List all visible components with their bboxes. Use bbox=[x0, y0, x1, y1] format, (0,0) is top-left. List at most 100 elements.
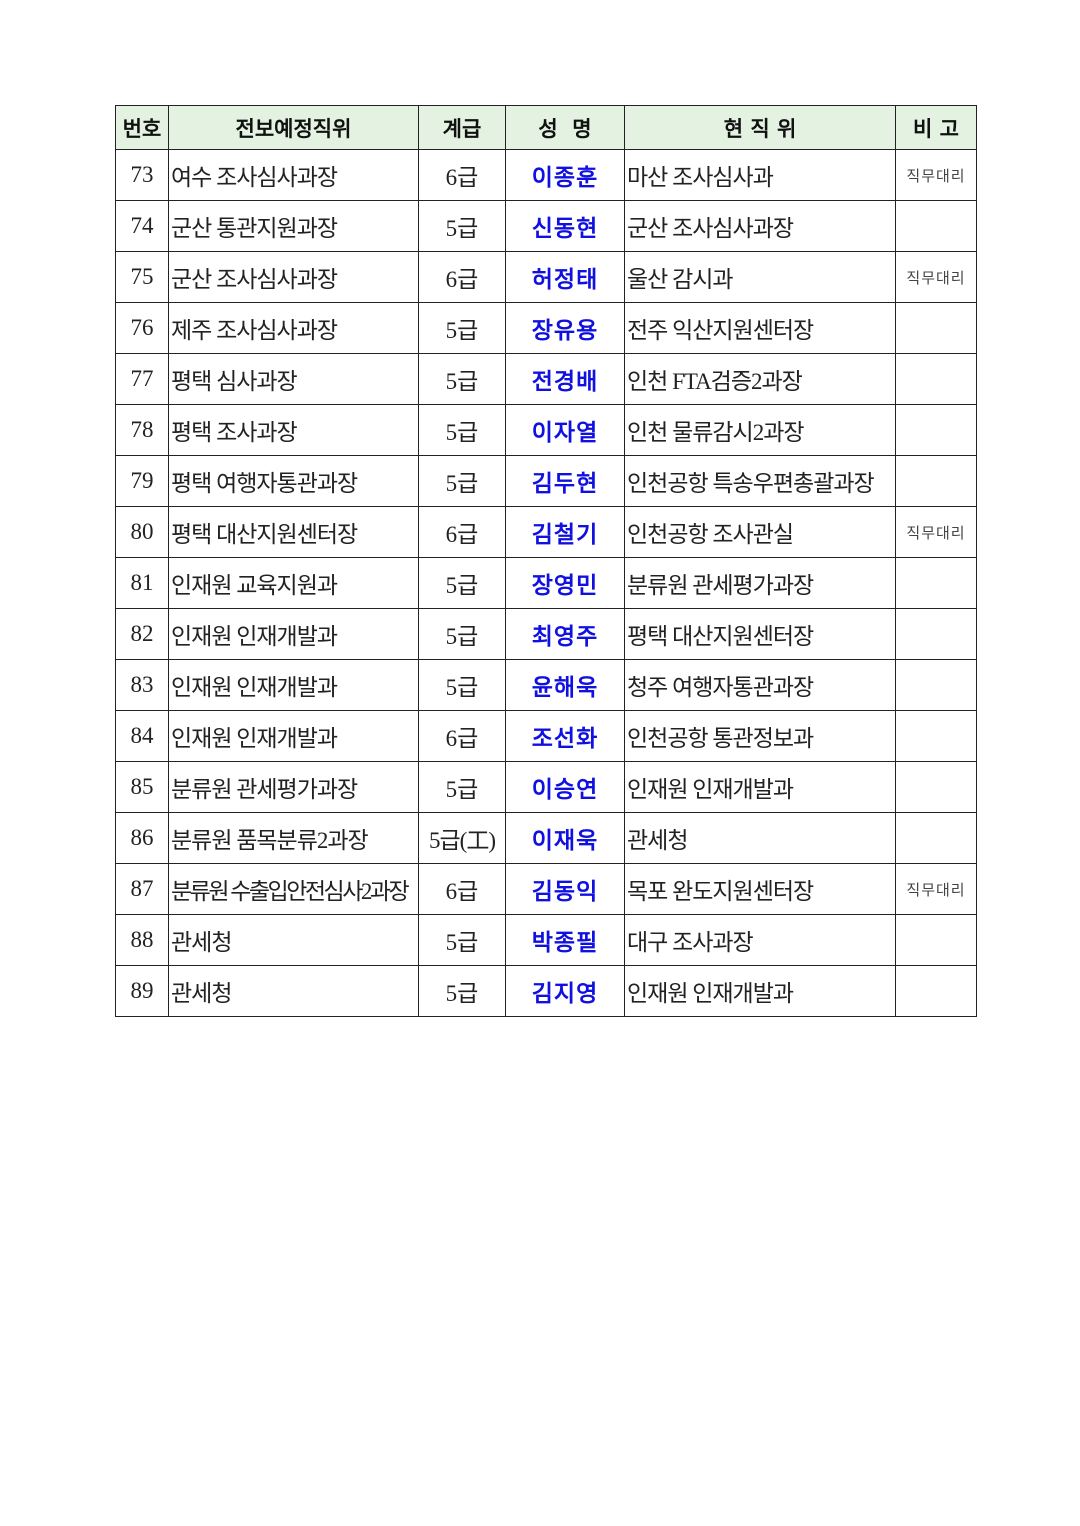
cell-no: 74 bbox=[115, 200, 169, 252]
cell-name: 최영주 bbox=[505, 608, 625, 660]
cell-current-position: 분류원 관세평가과장 bbox=[624, 557, 896, 609]
cell-no: 75 bbox=[115, 251, 169, 303]
table-row: 77 평택 심사과장 5급 전경배 인천 FTA검증2과장 bbox=[115, 353, 977, 405]
cell-current-position: 청주 여행자통관과장 bbox=[624, 659, 896, 711]
table-row: 83 인재원 인재개발과 5급 윤해욱 청주 여행자통관과장 bbox=[115, 659, 977, 711]
cell-no: 80 bbox=[115, 506, 169, 558]
cell-name: 전경배 bbox=[505, 353, 625, 405]
cell-current-position: 인천공항 통관정보과 bbox=[624, 710, 896, 762]
cell-current-position: 인천 FTA검증2과장 bbox=[624, 353, 896, 405]
cell-no: 86 bbox=[115, 812, 169, 864]
cell-name: 박종필 bbox=[505, 914, 625, 966]
cell-grade: 6급 bbox=[418, 710, 506, 762]
header-no: 번호 bbox=[115, 105, 169, 150]
cell-current-position: 평택 대산지원센터장 bbox=[624, 608, 896, 660]
cell-note bbox=[895, 455, 977, 507]
cell-new-position: 분류원 품목분류2과장 bbox=[168, 812, 419, 864]
cell-new-position: 평택 여행자통관과장 bbox=[168, 455, 419, 507]
cell-no: 81 bbox=[115, 557, 169, 609]
cell-name: 장유용 bbox=[505, 302, 625, 354]
cell-new-position: 군산 통관지원과장 bbox=[168, 200, 419, 252]
cell-new-position: 분류원 관세평가과장 bbox=[168, 761, 419, 813]
cell-current-position: 대구 조사과장 bbox=[624, 914, 896, 966]
cell-grade: 5급 bbox=[418, 302, 506, 354]
personnel-transfer-table: 번호 전보예정직위 계급 성 명 현 직 위 비 고 73 여수 조사심사과장 6급… bbox=[115, 105, 977, 1017]
cell-note bbox=[895, 608, 977, 660]
table-row: 80 평택 대산지원센터장 6급 김철기 인천공항 조사관실 직무대리 bbox=[115, 506, 977, 558]
cell-new-position: 인재원 인재개발과 bbox=[168, 710, 419, 762]
cell-name: 윤해욱 bbox=[505, 659, 625, 711]
cell-no: 83 bbox=[115, 659, 169, 711]
table-row: 81 인재원 교육지원과 5급 장영민 분류원 관세평가과장 bbox=[115, 557, 977, 609]
cell-grade: 5급 bbox=[418, 404, 506, 456]
cell-name: 장영민 bbox=[505, 557, 625, 609]
cell-current-position: 인천 물류감시2과장 bbox=[624, 404, 896, 456]
table-row: 86 분류원 품목분류2과장 5급(工) 이재욱 관세청 bbox=[115, 812, 977, 864]
cell-new-position: 분류원 수출입안전심사2과장 bbox=[168, 863, 419, 915]
cell-name: 이재욱 bbox=[505, 812, 625, 864]
cell-current-position: 목포 완도지원센터장 bbox=[624, 863, 896, 915]
cell-name: 이종훈 bbox=[505, 149, 625, 201]
cell-current-position: 인재원 인재개발과 bbox=[624, 761, 896, 813]
table-row: 89 관세청 5급 김지영 인재원 인재개발과 bbox=[115, 965, 977, 1017]
cell-name: 이승연 bbox=[505, 761, 625, 813]
cell-no: 84 bbox=[115, 710, 169, 762]
cell-grade: 5급 bbox=[418, 200, 506, 252]
cell-note bbox=[895, 404, 977, 456]
cell-grade: 5급 bbox=[418, 557, 506, 609]
cell-current-position: 울산 감시과 bbox=[624, 251, 896, 303]
cell-current-position: 관세청 bbox=[624, 812, 896, 864]
cell-note bbox=[895, 302, 977, 354]
cell-name: 이자열 bbox=[505, 404, 625, 456]
cell-note: 직무대리 bbox=[895, 863, 977, 915]
table-row: 75 군산 조사심사과장 6급 허정태 울산 감시과 직무대리 bbox=[115, 251, 977, 303]
cell-note: 직무대리 bbox=[895, 251, 977, 303]
header-grade: 계급 bbox=[418, 105, 506, 150]
cell-grade: 6급 bbox=[418, 863, 506, 915]
cell-note bbox=[895, 200, 977, 252]
cell-name: 신동현 bbox=[505, 200, 625, 252]
cell-no: 87 bbox=[115, 863, 169, 915]
cell-new-position: 평택 심사과장 bbox=[168, 353, 419, 405]
cell-no: 88 bbox=[115, 914, 169, 966]
cell-current-position: 전주 익산지원센터장 bbox=[624, 302, 896, 354]
cell-note bbox=[895, 812, 977, 864]
cell-new-position: 인재원 인재개발과 bbox=[168, 659, 419, 711]
cell-no: 89 bbox=[115, 965, 169, 1017]
cell-grade: 5급 bbox=[418, 455, 506, 507]
cell-current-position: 인천공항 조사관실 bbox=[624, 506, 896, 558]
cell-note bbox=[895, 659, 977, 711]
header-note: 비 고 bbox=[895, 105, 977, 150]
cell-note: 직무대리 bbox=[895, 506, 977, 558]
cell-note bbox=[895, 710, 977, 762]
table-row: 73 여수 조사심사과장 6급 이종훈 마산 조사심사과 직무대리 bbox=[115, 149, 977, 201]
cell-name: 조선화 bbox=[505, 710, 625, 762]
header-row: 번호 전보예정직위 계급 성 명 현 직 위 비 고 bbox=[115, 105, 977, 150]
header-name: 성 명 bbox=[505, 105, 625, 150]
cell-name: 허정태 bbox=[505, 251, 625, 303]
cell-new-position: 평택 대산지원센터장 bbox=[168, 506, 419, 558]
cell-no: 85 bbox=[115, 761, 169, 813]
cell-current-position: 마산 조사심사과 bbox=[624, 149, 896, 201]
table-row: 79 평택 여행자통관과장 5급 김두현 인천공항 특송우편총괄과장 bbox=[115, 455, 977, 507]
cell-grade: 5급 bbox=[418, 659, 506, 711]
table-row: 84 인재원 인재개발과 6급 조선화 인천공항 통관정보과 bbox=[115, 710, 977, 762]
cell-grade: 6급 bbox=[418, 149, 506, 201]
header-current-position: 현 직 위 bbox=[624, 105, 896, 150]
table-row: 87 분류원 수출입안전심사2과장 6급 김동익 목포 완도지원센터장 직무대리 bbox=[115, 863, 977, 915]
cell-no: 79 bbox=[115, 455, 169, 507]
cell-no: 82 bbox=[115, 608, 169, 660]
cell-current-position: 인천공항 특송우편총괄과장 bbox=[624, 455, 896, 507]
cell-grade: 6급 bbox=[418, 251, 506, 303]
cell-note bbox=[895, 761, 977, 813]
cell-note bbox=[895, 557, 977, 609]
cell-name: 김철기 bbox=[505, 506, 625, 558]
cell-grade: 5급(工) bbox=[418, 812, 506, 864]
cell-new-position: 평택 조사과장 bbox=[168, 404, 419, 456]
cell-new-position: 제주 조사심사과장 bbox=[168, 302, 419, 354]
cell-current-position: 군산 조사심사과장 bbox=[624, 200, 896, 252]
table-row: 88 관세청 5급 박종필 대구 조사과장 bbox=[115, 914, 977, 966]
cell-grade: 5급 bbox=[418, 914, 506, 966]
cell-no: 76 bbox=[115, 302, 169, 354]
cell-current-position: 인재원 인재개발과 bbox=[624, 965, 896, 1017]
